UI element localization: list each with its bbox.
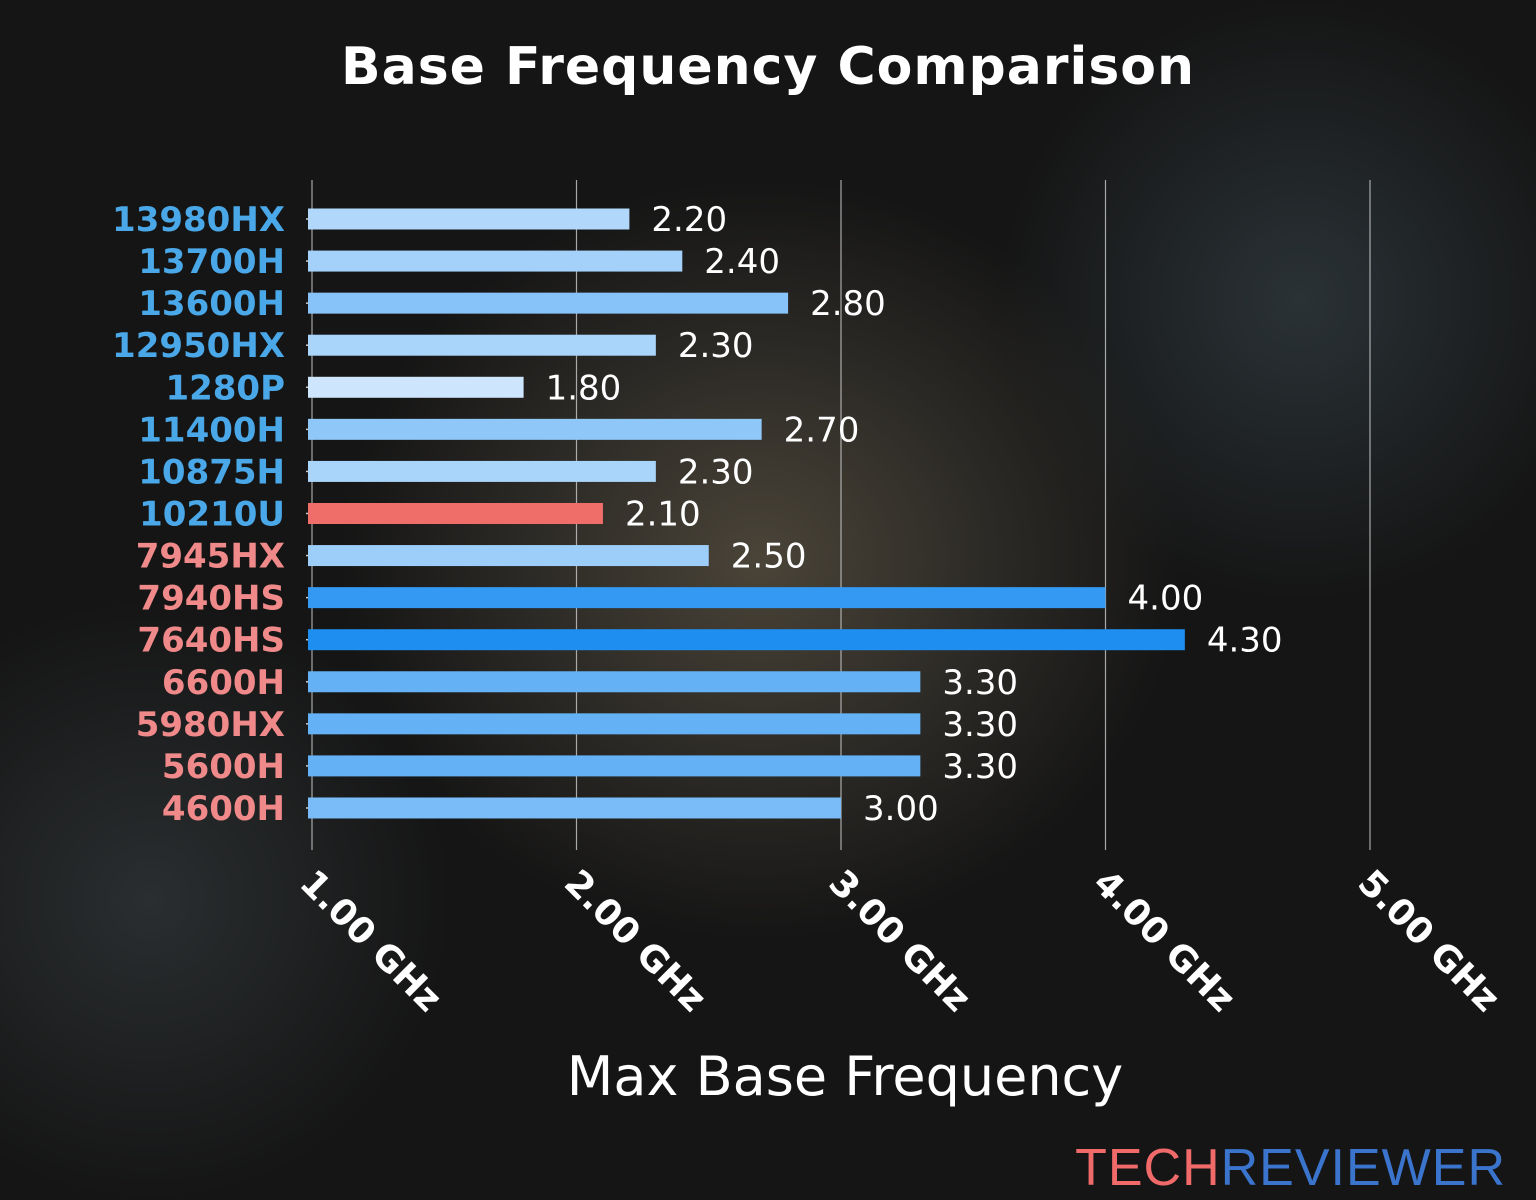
- bar-13700H: [308, 250, 683, 272]
- logo-part-reviewer: REVIEWER: [1220, 1139, 1506, 1197]
- bar-5600H: [308, 755, 921, 777]
- category-label: 7640HS: [137, 621, 285, 661]
- value-label: 2.50: [731, 537, 807, 577]
- chart-title: Base Frequency Comparison: [341, 37, 1195, 97]
- category-label: 1280P: [165, 368, 285, 408]
- x-axis-label: Max Base Frequency: [567, 1045, 1123, 1108]
- value-label: 3.00: [863, 789, 939, 829]
- x-tick-label: 1.00 GHz: [292, 862, 450, 1020]
- category-label: 7940HS: [137, 579, 285, 619]
- x-tick-label: 4.00 GHz: [1085, 862, 1243, 1020]
- techreviewer-logo: TECHREVIEWER: [1075, 1138, 1506, 1198]
- value-label: 2.20: [651, 200, 727, 240]
- category-label: 10875H: [138, 452, 285, 492]
- category-label: 4600H: [162, 789, 285, 829]
- category-label: 12950HX: [112, 326, 285, 366]
- bar-13980HX: [308, 208, 630, 230]
- bar-13600H: [308, 292, 789, 314]
- category-label: 11400H: [138, 410, 285, 450]
- value-label: 2.70: [784, 410, 860, 450]
- value-label: 3.30: [942, 705, 1018, 745]
- bar-12950HX: [308, 334, 656, 356]
- bar-7940HS: [308, 587, 1106, 609]
- x-tick-label: 2.00 GHz: [556, 862, 714, 1020]
- value-label: 1.80: [546, 368, 622, 408]
- category-label: 5600H: [162, 747, 285, 787]
- value-label: 4.30: [1207, 621, 1283, 661]
- value-label: 2.30: [678, 452, 754, 492]
- bar-10210U: [308, 502, 603, 524]
- value-label: 2.10: [625, 494, 701, 534]
- value-label: 2.80: [810, 284, 886, 324]
- category-label: 5980HX: [136, 705, 285, 745]
- category-label: 13700H: [138, 242, 285, 282]
- value-label: 3.30: [942, 663, 1018, 703]
- bar-1280P: [308, 376, 524, 398]
- bar-5980HX: [308, 713, 921, 735]
- category-label: 13600H: [138, 284, 285, 324]
- value-label: 2.40: [704, 242, 780, 282]
- value-label: 3.30: [942, 747, 1018, 787]
- bar-7945HX: [308, 545, 709, 567]
- bar-4600H: [308, 797, 841, 819]
- bar-7640HS: [308, 629, 1185, 651]
- logo-part-tech: TECH: [1075, 1139, 1221, 1197]
- value-label: 2.30: [678, 326, 754, 366]
- bar-6600H: [308, 671, 921, 693]
- value-label: 4.00: [1128, 579, 1204, 619]
- category-label: 7945HX: [136, 537, 285, 577]
- bar-11400H: [308, 418, 762, 440]
- category-label: 6600H: [162, 663, 285, 703]
- bar-10875H: [308, 460, 656, 482]
- x-tick-label: 5.00 GHz: [1350, 862, 1508, 1020]
- category-label: 10210U: [139, 494, 285, 534]
- x-tick-label: 3.00 GHz: [821, 862, 979, 1020]
- category-label: 13980HX: [112, 200, 285, 240]
